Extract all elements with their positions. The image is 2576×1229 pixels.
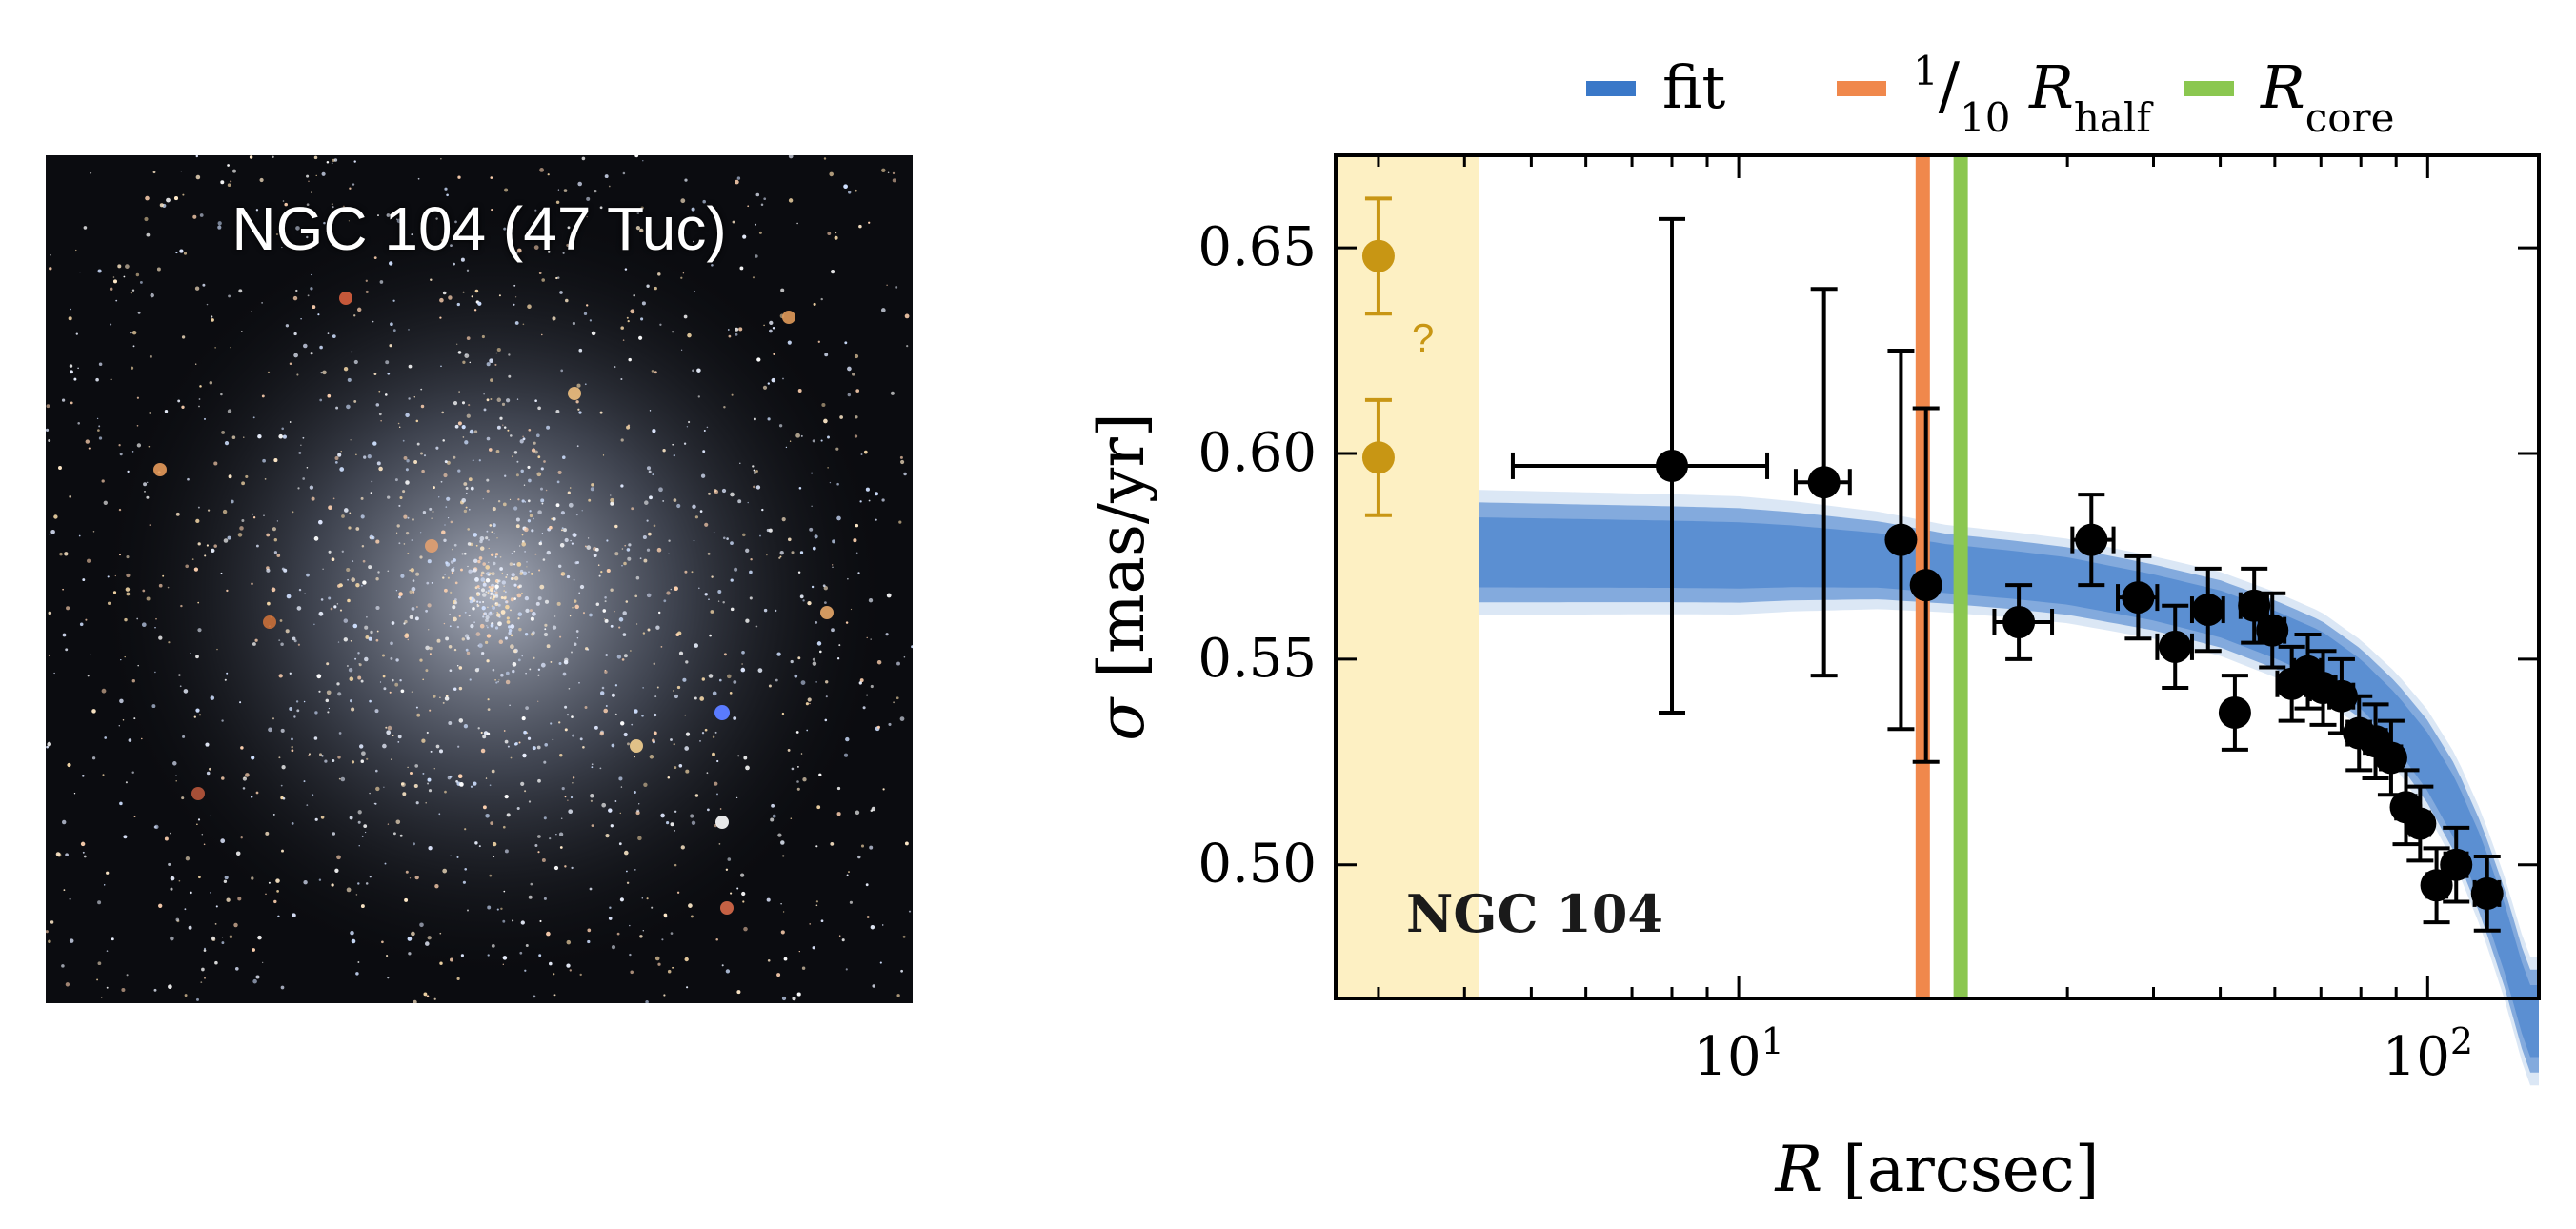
excluded-marker	[1361, 239, 1395, 272]
data-point-22	[2420, 846, 2453, 925]
data-marker	[2002, 605, 2036, 638]
data-marker	[1909, 569, 1942, 602]
data-marker	[2218, 695, 2251, 729]
data-marker	[2238, 589, 2271, 622]
legend-r_half: 1/10 Rhalf	[1837, 48, 2154, 141]
data-marker	[2256, 614, 2289, 647]
x-tick-label: 102	[2383, 1020, 2473, 1088]
data-point-4	[1909, 406, 1942, 764]
data-point-21	[2404, 784, 2437, 863]
cluster-image: NGC 104 (47 Tuc)	[46, 155, 913, 1003]
legend-r_core: Rcore	[2184, 52, 2394, 141]
data-point-11	[2238, 566, 2271, 645]
legend-fit: fit	[1586, 52, 1725, 122]
data-point-3	[1884, 349, 1918, 732]
excluded-region-overlay	[1336, 155, 1479, 998]
excluded-inner-region	[1336, 155, 1479, 998]
data-point-15	[2306, 649, 2340, 727]
data-point-7	[2116, 554, 2160, 641]
data-point-1	[1510, 216, 1770, 715]
data-point-5	[1992, 583, 2055, 661]
excluded-point-2	[1361, 397, 1395, 517]
uncertain-point-label: ?	[1412, 315, 1434, 360]
legend-label: Rcore	[2260, 52, 2394, 141]
excluded-point-1	[1361, 196, 1395, 316]
data-point-12	[2256, 591, 2289, 670]
data-marker	[2191, 594, 2224, 627]
y-axis-label: σ [mas/yr]	[1085, 413, 1158, 740]
panel-label: NGC 104	[1406, 883, 1663, 944]
legend-label: fit	[1662, 52, 1725, 122]
data-marker	[1884, 523, 1918, 556]
data-point-2	[1793, 287, 1852, 678]
data-point-24	[2470, 855, 2504, 933]
legend-label: 1/10 Rhalf	[1913, 48, 2154, 141]
x-axis-label: R [arcsec]	[1775, 1133, 2100, 1206]
data-point-23	[2440, 825, 2473, 904]
data-marker	[2404, 807, 2437, 840]
y-tick-label: 0.60	[1197, 422, 1317, 484]
legend-swatch	[1586, 81, 1636, 96]
y-tick-label: 0.55	[1197, 628, 1317, 690]
data-marker	[2075, 523, 2108, 556]
data-point-9	[2189, 566, 2225, 654]
excluded-marker	[1361, 441, 1395, 474]
legend-swatch	[1837, 81, 1886, 96]
data-point-10	[2218, 674, 2251, 752]
data-marker	[1656, 449, 1689, 482]
data-marker	[2374, 741, 2407, 775]
data-marker	[2440, 848, 2473, 881]
y-tick-label: 0.50	[1197, 834, 1317, 896]
y-tick-label: 0.65	[1197, 216, 1317, 278]
data-marker	[2324, 679, 2358, 713]
data-point-8	[2155, 603, 2194, 691]
legend-swatch	[2184, 81, 2234, 96]
data-marker	[2470, 876, 2504, 910]
data-point-6	[2070, 493, 2116, 588]
data-marker	[2159, 630, 2192, 663]
x-tick-label: 101	[1693, 1020, 1783, 1088]
data-point-14	[2291, 632, 2324, 711]
plot-frame	[1334, 153, 2541, 1000]
data-marker	[2122, 581, 2155, 614]
cluster-star-field	[46, 155, 913, 1003]
data-marker	[1807, 466, 1841, 499]
data-point-19	[2374, 718, 2407, 797]
cluster-image-title: NGC 104 (47 Tuc)	[231, 194, 727, 263]
